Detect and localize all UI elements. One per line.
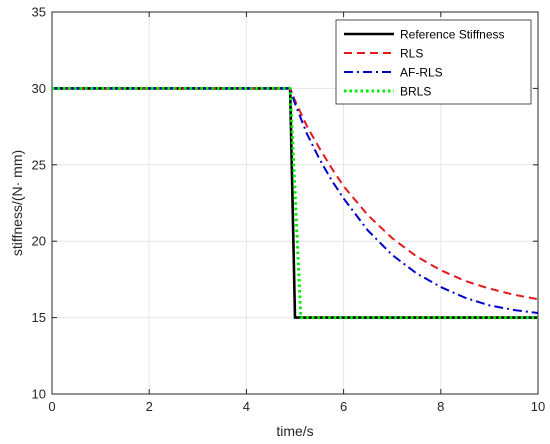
y-tick-label: 25 [32,157,46,172]
y-tick-label: 35 [32,5,46,20]
x-tick-label: 2 [146,399,153,414]
x-tick-label: 6 [340,399,347,414]
series-line-af-rls [52,87,538,315]
x-tick-label: 4 [243,399,250,414]
y-tick-label: 10 [32,387,46,402]
y-axis-label: stiffness/(N· mm) [9,150,25,256]
y-tick-label: 30 [32,81,46,96]
x-tick-label: 8 [437,399,444,414]
legend-label: BRLS [400,85,431,99]
y-tick-label: 15 [32,310,46,325]
axis-ticks: 0 2 4 6 8 10 10 15 20 25 30 35 [32,5,546,415]
legend: Reference Stiffness RLS AF-RLS BRLS [335,19,532,105]
series-lines [52,86,538,320]
x-axis-label: time/s [276,423,313,439]
series-line-brls [52,86,538,320]
legend-label: Reference Stiffness [400,28,505,42]
series-line-rls [52,87,538,301]
y-tick-label: 20 [32,234,46,249]
x-tick-label: 10 [531,399,545,414]
plot-frame [51,11,539,395]
x-tick-label: 0 [48,399,55,414]
legend-label: AF-RLS [400,66,443,80]
legend-label: RLS [400,47,423,61]
